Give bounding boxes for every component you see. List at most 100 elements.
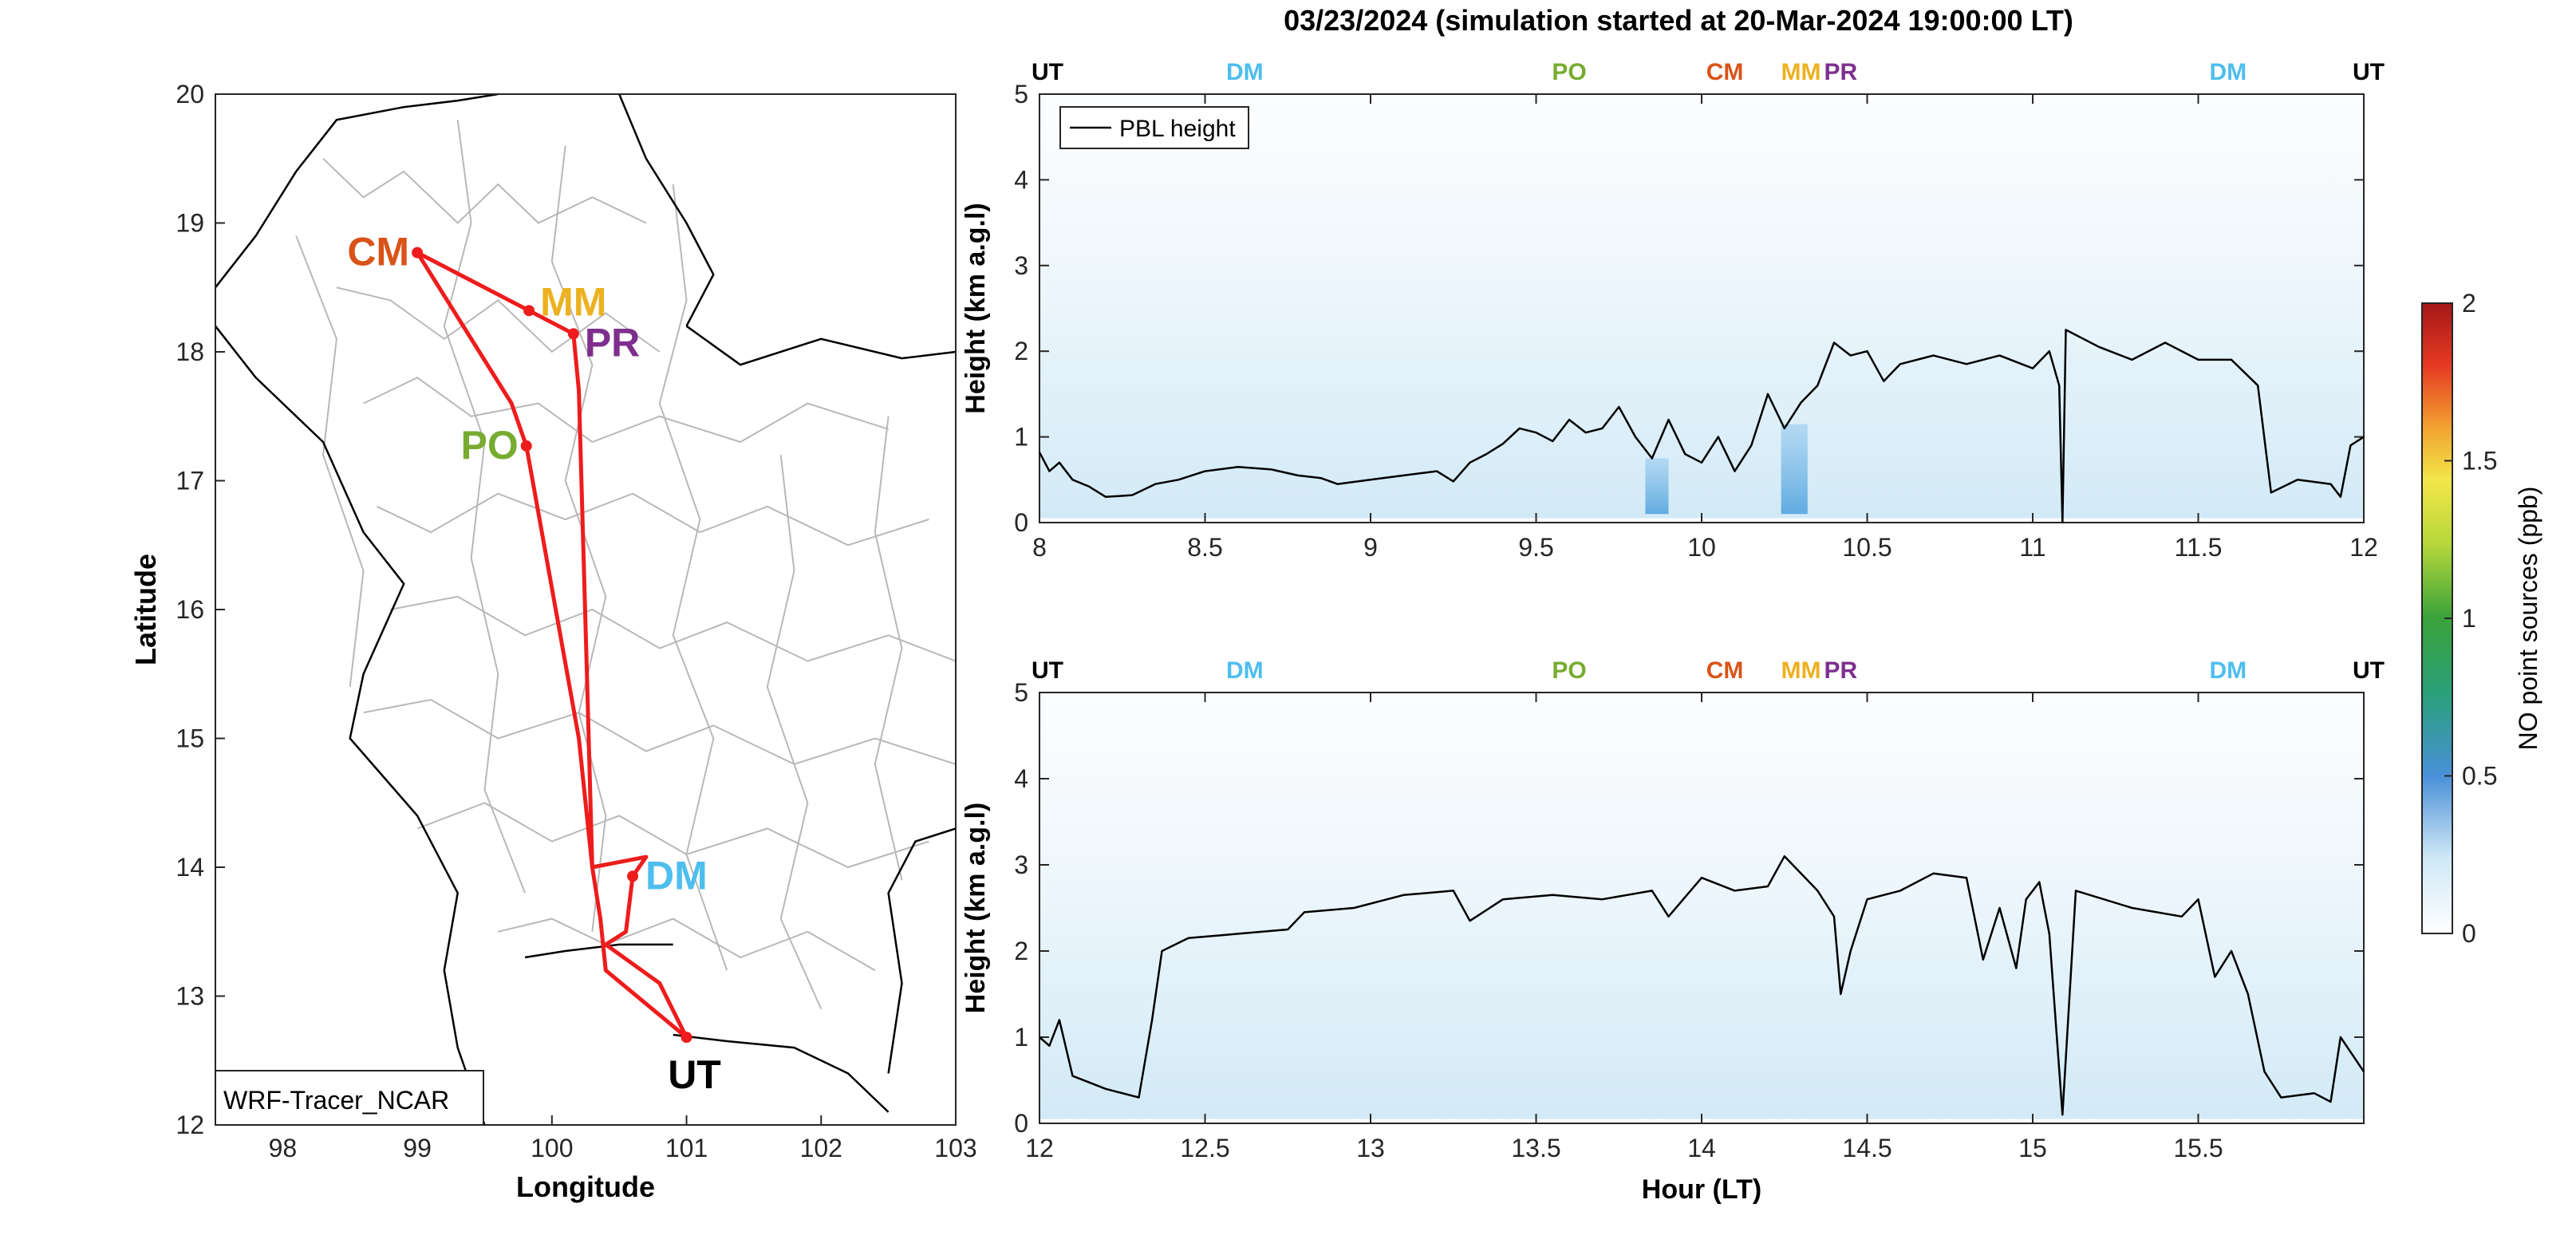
- site-marker-label: UT: [2353, 657, 2385, 684]
- coastline-segment-6: [673, 1033, 890, 1113]
- tracer-plume-2: [1781, 424, 1808, 515]
- site-marker-label: UT: [2353, 59, 2385, 85]
- y-tick-label: 2: [1014, 937, 1028, 965]
- coastline-segment-4: [215, 325, 486, 1126]
- colorbar: 0 0.5 1 1.5 2 NO point sources (ppb): [2421, 289, 2542, 948]
- colorbar-tick-label: 1.5: [2462, 447, 2497, 476]
- province-boundary-4: [377, 492, 929, 547]
- x-tick-label: 14: [1687, 1134, 1716, 1162]
- x-tick-label: 9: [1363, 533, 1378, 562]
- site-label-cm: CM: [347, 230, 409, 274]
- legend-label: PBL height: [1119, 116, 1236, 142]
- x-tick-label: 12: [1025, 1134, 1054, 1162]
- site-marker-cm: [412, 247, 424, 258]
- colorbar-tick-label: 2: [2462, 289, 2476, 318]
- site-label-pr: PR: [585, 320, 640, 365]
- site-marker-po: [520, 440, 532, 452]
- legend-box: [1059, 106, 1249, 149]
- site-marker-label: MM: [1781, 657, 1821, 684]
- x-tick-label: 13: [1356, 1134, 1385, 1162]
- coastline-segment-1: [215, 93, 499, 289]
- model-label-box: [215, 1070, 484, 1126]
- x-tick-label: 15: [2018, 1134, 2047, 1162]
- site-marker-ut: [680, 1032, 692, 1044]
- map-y-tick-label: 16: [176, 595, 204, 624]
- y-tick-label: 3: [1014, 850, 1028, 879]
- x-tick-label: 9.5: [1518, 533, 1553, 562]
- map-y-tick-label: 20: [176, 80, 204, 109]
- site-marker-mm: [523, 305, 535, 317]
- map-y-tick-label: 15: [176, 724, 204, 753]
- site-marker-label: PO: [1552, 59, 1586, 85]
- x-tick-label: 12.5: [1180, 1134, 1229, 1162]
- province-boundary-5: [390, 595, 957, 662]
- map-y-tick-label: 14: [176, 853, 204, 882]
- coastline-segment-3: [685, 325, 957, 366]
- province-boundary-1: [322, 158, 647, 224]
- province-boundaries: [295, 120, 957, 1010]
- province-boundary-7: [416, 802, 929, 869]
- y-tick-label: 0: [1014, 508, 1028, 537]
- figure-title: 03/23/2024 (simulation started at 20-Mar…: [1284, 4, 2073, 37]
- map-y-tick-label: 17: [176, 467, 204, 495]
- site-marker-label: CM: [1706, 59, 1744, 85]
- country-outline: [215, 93, 957, 1126]
- province-boundary-14: [295, 235, 365, 688]
- map-x-tick-label: 102: [800, 1134, 842, 1162]
- province-boundary-9: [443, 120, 527, 894]
- province-boundary-3: [363, 377, 889, 444]
- map-x-axis-label: Longitude: [516, 1170, 655, 1203]
- tracer-plume-1: [1645, 458, 1669, 515]
- x-tick-label: 10: [1687, 533, 1716, 562]
- site-marker-label: MM: [1781, 59, 1821, 85]
- x-tick-label: 11.5: [2175, 533, 2223, 562]
- concentration-field: [1039, 94, 2364, 523]
- province-boundary-10: [550, 145, 607, 932]
- site-marker-dm: [627, 870, 639, 882]
- y-tick-label: 1: [1014, 1023, 1028, 1052]
- pbl-height-line: [1039, 854, 2365, 1116]
- map-x-tick-label: 98: [269, 1134, 298, 1162]
- x-tick-label: 11: [2019, 533, 2045, 562]
- y-tick-label: 4: [1014, 165, 1028, 194]
- province-boundary-12: [766, 455, 823, 1010]
- map-y-tick-label: 12: [176, 1111, 204, 1139]
- site-marker-label: UT: [1032, 59, 1063, 85]
- map-y-axis-label: Latitude: [129, 554, 162, 665]
- map-x-tick-label: 101: [665, 1134, 708, 1162]
- y-tick-label: 0: [1014, 1109, 1028, 1138]
- x-tick-label: 12: [2349, 533, 2378, 562]
- colorbar-tick-label: 0: [2462, 919, 2476, 948]
- x-tick-label: 13.5: [1511, 1134, 1560, 1162]
- site-marker-label: PR: [1824, 59, 1857, 85]
- site-marker-label: CM: [1706, 657, 1744, 684]
- map-y-tick-label: 19: [176, 209, 204, 238]
- y-axis-label: Height (km a.g.l): [961, 803, 991, 1013]
- map-x-tick-label: 103: [934, 1134, 976, 1162]
- site-label-dm: DM: [645, 853, 708, 898]
- site-marker-pr: [567, 328, 579, 340]
- x-tick-label: 8: [1032, 533, 1047, 562]
- province-boundary-2: [336, 286, 661, 353]
- province-boundary-6: [363, 698, 957, 765]
- x-tick-label: 8.5: [1187, 533, 1222, 562]
- site-marker-label: PR: [1824, 657, 1857, 684]
- site-label-mm: MM: [540, 279, 606, 324]
- colorbar-tick-label: 0.5: [2462, 762, 2497, 791]
- coastline-segment-5: [524, 943, 673, 959]
- x-axis-label: Hour (LT): [1642, 1174, 1761, 1205]
- site-marker-label: DM: [2210, 657, 2247, 684]
- map-x-tick-label: 99: [403, 1134, 432, 1162]
- map-panel: 98 99 100 101 102 103 12 13 14 15 16 17 18 19 20 Longit…: [129, 80, 977, 1203]
- x-tick-label: 14.5: [1842, 1134, 1892, 1162]
- map-y-tick-label: 18: [176, 337, 204, 366]
- model-label: WRF-Tracer_NCAR: [223, 1086, 449, 1115]
- site-marker-label: DM: [1226, 657, 1264, 684]
- y-tick-label: 1: [1014, 423, 1028, 452]
- pbl-height-line: [1038, 329, 2365, 524]
- site-marker-label: DM: [1226, 59, 1264, 85]
- map-x-tick-label: 100: [531, 1134, 573, 1162]
